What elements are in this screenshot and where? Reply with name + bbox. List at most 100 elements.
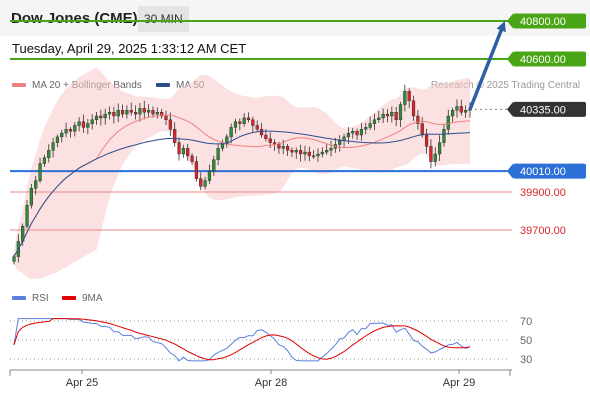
candle-body — [25, 205, 29, 227]
level-pointer-support — [507, 163, 513, 179]
level-badge-resistance — [513, 13, 586, 29]
candle-body — [329, 148, 333, 151]
candle-body — [194, 161, 198, 179]
candle-body — [312, 155, 316, 158]
candle-body — [225, 136, 229, 143]
candle-body — [168, 119, 172, 130]
rsi-tick-label: 50 — [520, 335, 532, 347]
level-label-target: 39900.00 — [520, 187, 566, 199]
candle-body — [64, 129, 68, 134]
candle-body — [212, 159, 216, 172]
level-pointer-resistance — [507, 51, 513, 67]
candle-body — [364, 127, 368, 130]
candle-body — [51, 142, 55, 151]
candle-body — [112, 111, 116, 117]
candle-body — [429, 146, 433, 162]
candle-body — [442, 129, 446, 143]
candle-body — [464, 110, 468, 113]
candle-body — [281, 146, 285, 149]
candle-body — [190, 155, 194, 162]
candle-body — [12, 256, 16, 262]
candle-body — [60, 132, 64, 138]
x-tick-label: Apr 25 — [66, 377, 98, 389]
candle-body — [368, 123, 372, 128]
bollinger-band — [14, 67, 470, 280]
ma20-swatch-icon — [12, 83, 26, 88]
candle-body — [251, 119, 255, 126]
candle-body — [38, 163, 42, 181]
candle-body — [181, 148, 185, 155]
candle-body — [338, 140, 342, 145]
candle-body — [390, 111, 394, 117]
candle-body — [316, 153, 320, 157]
rsi-ma-swatch-icon — [62, 296, 76, 301]
candle-body — [29, 187, 33, 206]
candle-body — [407, 91, 411, 102]
candle-body — [242, 117, 246, 124]
candle-body — [246, 117, 251, 121]
legend-rsi: RSI — [12, 293, 49, 304]
candle-body — [446, 115, 450, 130]
legend-9ma-label: 9MA — [82, 293, 103, 304]
level-badge-current — [513, 101, 586, 117]
legend-rsi-label: RSI — [32, 293, 49, 304]
candle-body — [372, 119, 377, 124]
timeframe-button[interactable]: 30 MIN — [138, 6, 189, 32]
candle-body — [325, 149, 329, 153]
candle-body — [199, 178, 203, 187]
x-tick-label: Apr 29 — [443, 377, 475, 389]
legend-9ma: 9MA — [62, 293, 103, 304]
candle-body — [411, 100, 416, 117]
candle-body — [186, 148, 190, 157]
candle-body — [403, 91, 407, 105]
candle-body — [385, 113, 390, 117]
forecast-arrow-icon — [468, 21, 506, 110]
candle-body — [133, 111, 138, 115]
candle-body — [147, 110, 151, 113]
candle-body — [303, 151, 307, 155]
candle-body — [42, 157, 46, 164]
candle-body — [138, 108, 142, 115]
candle-body — [129, 110, 133, 113]
rsi-swatch-icon — [12, 296, 26, 301]
rsi-tick-label: 70 — [520, 316, 532, 328]
level-pointer-resistance — [507, 13, 513, 29]
candle-body — [81, 121, 86, 128]
candle-body — [346, 132, 350, 138]
candle-body — [47, 149, 51, 158]
rsi-line — [13, 318, 471, 362]
datetime-label: Tuesday, April 29, 2025 1:33:12 AM CET — [12, 41, 247, 56]
candle-body — [433, 153, 437, 162]
candle-body — [207, 170, 212, 181]
candle-body — [216, 148, 220, 160]
candle-body — [68, 129, 73, 132]
candle-body — [107, 111, 112, 115]
candle-body — [394, 111, 398, 120]
candle-body — [94, 115, 99, 120]
ma50-line — [13, 130, 471, 257]
candle-body — [155, 111, 159, 115]
candle-body — [160, 111, 164, 117]
instrument-title: Dow Jones (CME) — [11, 10, 138, 27]
candle-body — [233, 121, 238, 128]
x-tick-label: Apr 28 — [255, 377, 287, 389]
candle-body — [377, 117, 381, 121]
candle-body — [151, 110, 155, 115]
credit-text: Research © 2025 Trading Central — [430, 80, 580, 91]
level-label-resistance: 40800.00 — [520, 16, 566, 28]
candle-body — [264, 134, 268, 139]
candle-body — [125, 110, 129, 115]
candle-body — [120, 110, 125, 115]
candle-body — [268, 138, 272, 143]
candle-body — [103, 113, 107, 119]
ma50-swatch-icon — [156, 83, 170, 88]
candle-body — [420, 123, 424, 136]
candle-body — [34, 180, 38, 189]
candle-body — [355, 130, 359, 136]
candle-body — [73, 125, 77, 132]
candle-body — [177, 142, 181, 155]
candle-body — [286, 146, 290, 151]
level-label-target: 39700.00 — [520, 225, 566, 237]
candle-body — [142, 108, 146, 113]
